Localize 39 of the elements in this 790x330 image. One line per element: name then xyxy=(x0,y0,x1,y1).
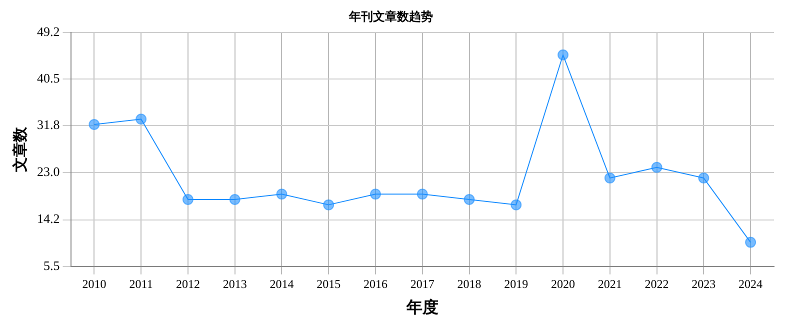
point xyxy=(651,162,662,173)
point xyxy=(323,199,334,210)
y-tick-label: 23.0 xyxy=(37,164,60,180)
x-tick-label: 2021 xyxy=(598,276,622,291)
point xyxy=(558,49,569,60)
y-tick-label: 31.8 xyxy=(37,116,60,132)
point xyxy=(88,119,100,130)
x-tick-label: 2011 xyxy=(129,276,153,291)
point xyxy=(136,114,147,125)
x-tick-label: 2016 xyxy=(363,276,388,291)
point xyxy=(370,188,381,200)
point xyxy=(416,188,428,200)
y-tick-label: 5.5 xyxy=(44,258,60,273)
point xyxy=(698,172,710,184)
x-tick-label: 2014 xyxy=(270,276,294,291)
y-tick-label: 14.2 xyxy=(37,211,60,226)
y-tick-label: 40.5 xyxy=(37,70,60,86)
point xyxy=(510,199,522,210)
x-tick-label: 2010 xyxy=(82,276,106,291)
point xyxy=(229,194,240,205)
chart-title: 年刊文章数趋势 xyxy=(348,9,433,24)
y-axis-title: 文章数 xyxy=(10,126,29,173)
x-tick-label: 2020 xyxy=(551,276,576,291)
point xyxy=(745,236,756,248)
point xyxy=(604,172,616,184)
x-tick-label: 2018 xyxy=(457,276,482,291)
point xyxy=(182,194,194,205)
x-tick-label: 2024 xyxy=(738,276,763,291)
x-tick-label: 2019 xyxy=(504,276,528,291)
x-tick-label: 2017 xyxy=(410,276,434,291)
x-tick-label: 2015 xyxy=(316,276,341,291)
point xyxy=(464,194,475,205)
point xyxy=(276,188,288,200)
x-tick-label: 2023 xyxy=(692,276,716,291)
x-tick-label: 2012 xyxy=(176,276,200,291)
x-axis-title: 年度 xyxy=(405,298,438,317)
x-tick-label: 2022 xyxy=(644,276,669,291)
x-tick-label: 2013 xyxy=(222,276,247,291)
y-tick-label: 49.2 xyxy=(37,24,60,39)
